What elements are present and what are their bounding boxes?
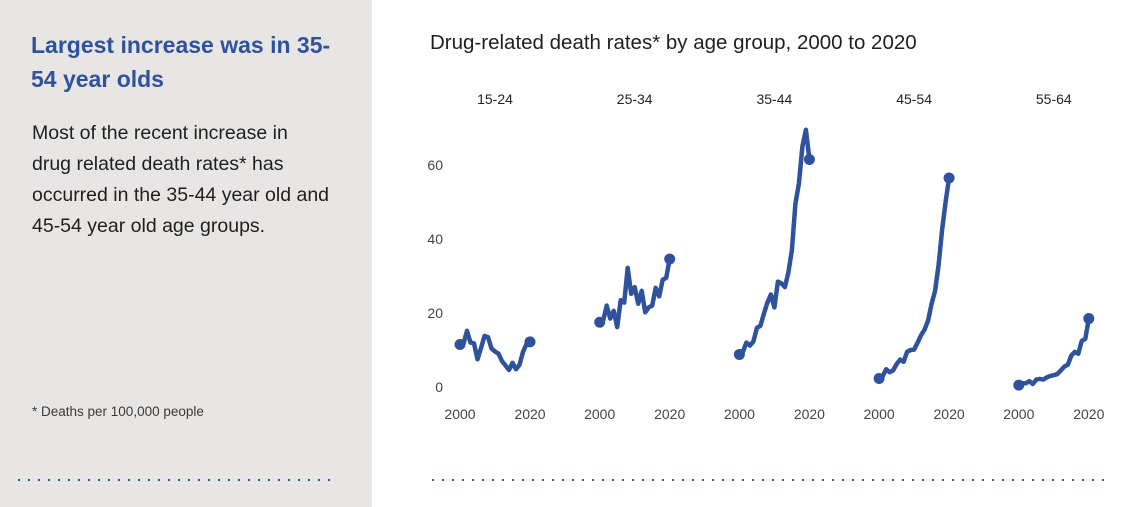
panel-label-55-64: 55-64	[1036, 91, 1072, 107]
series-line-35-44	[737, 127, 812, 357]
x-tick-label: 2020	[794, 406, 825, 422]
x-tick-label: 2000	[724, 406, 755, 422]
x-tick-label: 2000	[584, 406, 615, 422]
sidebar-body-text: Most of the recent increase in drug rela…	[32, 122, 330, 237]
end-point-25-34	[664, 253, 676, 265]
y-tick-label: 60	[427, 157, 443, 173]
series-line-15-24	[457, 328, 533, 373]
x-tick-label: 2020	[514, 406, 545, 422]
sidebar-footnote: * Deaths per 100,000 people	[32, 404, 204, 419]
start-point-55-64	[1013, 379, 1025, 391]
y-tick-label: 40	[427, 231, 443, 247]
end-point-45-54	[943, 172, 955, 184]
series-line-25-34	[597, 256, 672, 330]
panel-label-25-34: 25-34	[617, 91, 653, 107]
panel-label-45-54: 45-54	[896, 91, 932, 107]
x-tick-label: 2000	[1003, 406, 1034, 422]
start-point-45-54	[873, 372, 885, 384]
x-tick-label: 2020	[934, 406, 965, 422]
x-tick-label: 2020	[1073, 406, 1104, 422]
x-tick-label: 2000	[864, 406, 895, 422]
dotted-divider-right	[428, 479, 1110, 481]
start-point-15-24	[454, 338, 466, 350]
x-tick-label: 2000	[444, 406, 475, 422]
series-line-45-54	[876, 175, 952, 381]
start-point-35-44	[733, 348, 745, 360]
panel-label-15-24: 15-24	[477, 91, 513, 107]
y-tick-label: 0	[435, 379, 443, 395]
end-point-15-24	[524, 336, 536, 348]
panel-label-35-44: 35-44	[756, 91, 792, 107]
dotted-divider-left	[14, 479, 332, 481]
chart-title: Drug-related death rates* by age group, …	[430, 31, 917, 54]
start-point-25-34	[594, 316, 606, 328]
x-tick-label: 2020	[654, 406, 685, 422]
y-tick-label: 20	[427, 305, 443, 321]
sidebar-heading: Largest increase was in 35-54 year olds	[31, 32, 331, 92]
series-line-55-64	[1016, 316, 1092, 388]
sidebar-panel: Largest increase was in 35-54 year olds …	[0, 0, 372, 507]
end-point-35-44	[803, 153, 815, 165]
end-point-55-64	[1083, 313, 1095, 325]
